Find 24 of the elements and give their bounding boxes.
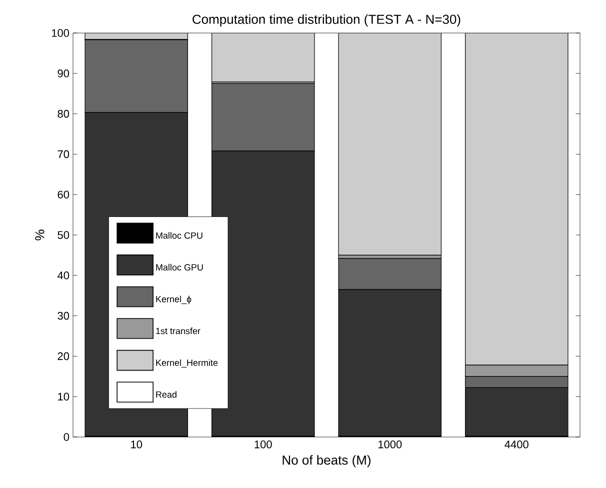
legend-label: Malloc GPU [156,264,203,271]
y-tick-label: 80 [58,110,70,118]
y-tick-label: 90 [58,69,70,78]
y-tick-label: 20 [58,352,70,360]
x-tick-label: 10 [131,440,142,448]
legend-label: Kernel_Hermite [156,359,218,368]
y-tick-label: 10 [58,392,70,400]
y-axis-title: % [35,230,44,240]
y-tick-label: 50 [58,231,70,239]
x-tick-label: 4400 [504,440,528,448]
legend-label: Kernel_ϕ [156,296,192,304]
legend-label: 1st transfer [156,328,200,334]
x-tick-label: 100 [254,440,272,448]
y-tick-label: 0 [64,433,70,441]
x-axis-title: No of beats (M) [282,455,370,468]
y-tick-label: 100 [52,29,70,37]
legend-label: Malloc CPU [156,232,202,239]
chart-title: Computation time distribution (TEST A - N=30) [192,14,460,27]
x-tick-label: 1000 [378,440,402,448]
y-tick-label: 30 [58,312,70,320]
y-tick-label: 60 [58,190,70,198]
legend-label: Read [156,391,176,398]
y-tick-label: 40 [57,271,70,280]
y-tick-label: 70 [58,150,70,158]
